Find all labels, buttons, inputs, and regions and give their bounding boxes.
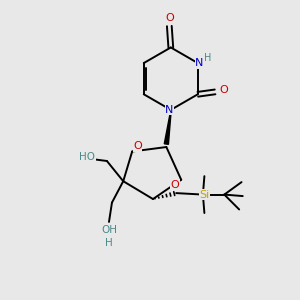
Text: O: O [219,85,228,95]
Text: H: H [105,238,113,248]
Text: N: N [165,105,173,115]
Text: OH: OH [101,225,117,235]
Text: H: H [204,53,211,63]
Text: N: N [195,58,203,68]
Text: O: O [170,180,179,190]
Text: O: O [133,141,142,151]
Text: O: O [165,13,174,23]
Text: Si: Si [199,190,209,200]
Text: HO: HO [79,152,95,162]
Polygon shape [164,111,171,144]
